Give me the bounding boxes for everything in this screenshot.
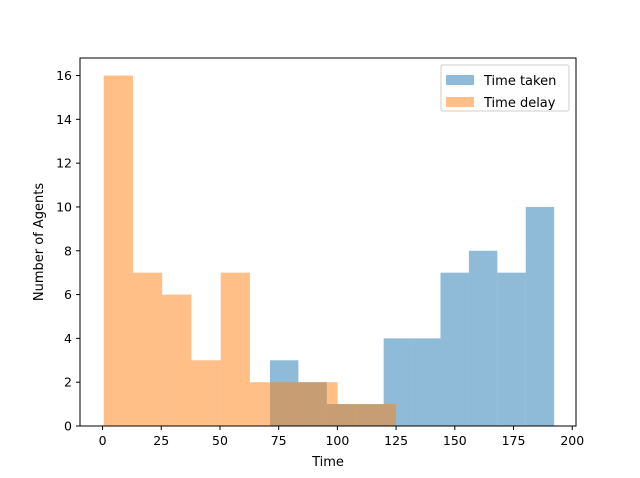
x-tick-label: 125 [384,433,408,448]
y-axis: 0 2 4 6 8 10 12 14 16 [56,68,80,434]
histogram-bar [366,404,397,426]
y-tick-label: 0 [64,419,72,434]
histogram-bar [279,382,309,426]
y-tick-label: 4 [64,331,72,346]
x-tick-label: 200 [560,433,584,448]
x-axis: 0 25 50 75 100 125 150 175 200 [99,426,584,448]
histogram-bar [412,338,441,426]
x-tick-label: 100 [325,433,349,448]
y-tick-label: 2 [64,375,72,390]
plot-area [103,75,555,427]
x-tick-label: 0 [99,433,107,448]
histogram-bar [162,294,192,426]
y-tick-label: 10 [56,199,72,214]
series-time-delay [103,75,397,427]
axes-frame [79,57,577,427]
histogram-bar [103,75,133,427]
x-axis-label: Time [311,455,344,470]
y-tick-label: 8 [64,243,72,258]
histogram-bar [249,382,280,426]
x-tick-label: 25 [153,433,169,448]
legend: Time taken Time delay [440,64,570,112]
y-axis-label: Number of Agents [32,183,47,301]
x-tick-label: 150 [443,433,467,448]
legend-label: Time taken [483,74,556,89]
x-tick-label: 50 [212,433,228,448]
x-tick-label: 75 [271,433,287,448]
histogram-bar [220,272,250,426]
histogram-bar [468,250,498,426]
legend-label: Time delay [483,96,556,111]
legend-swatch [446,75,474,85]
histogram-bar [440,272,469,426]
histogram-bar [497,272,526,426]
histogram-bar [525,206,555,426]
legend-swatch [446,97,474,107]
histogram-bar [308,382,338,426]
x-tick-label: 175 [502,433,526,448]
y-tick-label: 14 [56,112,72,127]
histogram-bar [191,360,221,426]
y-tick-label: 6 [64,287,72,302]
y-tick-label: 12 [56,156,72,171]
histogram-bar [132,272,163,426]
histogram-bar [337,404,367,426]
y-tick-label: 16 [56,68,72,83]
